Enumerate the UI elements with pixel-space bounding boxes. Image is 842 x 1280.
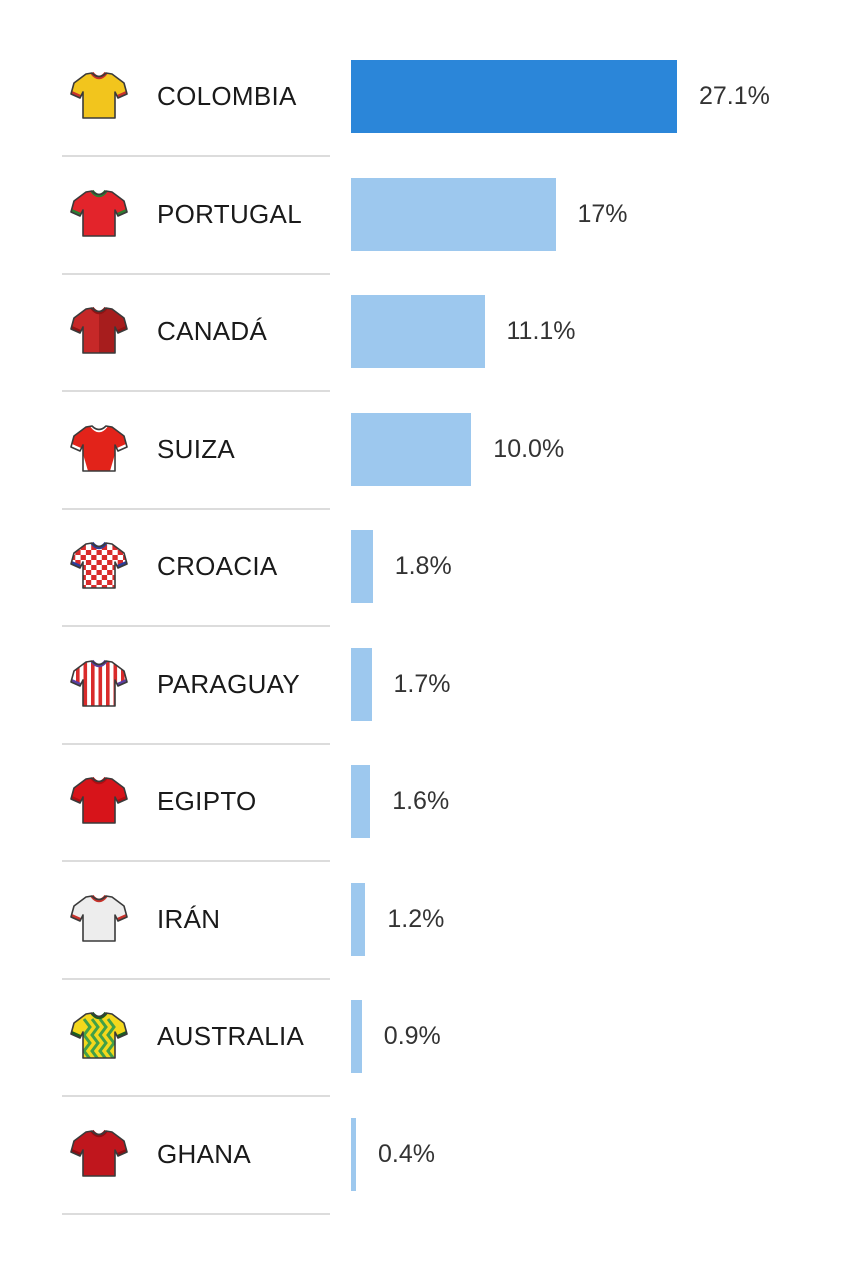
chart-row: EGIPTO 1.6% [0, 743, 842, 862]
row-divider [62, 977, 330, 980]
bar-portugal [351, 177, 556, 251]
bar-australia [351, 1000, 362, 1073]
chart-row: CANADÁ 11.1% [0, 273, 842, 392]
category-label: CANADÁ [157, 316, 268, 346]
chart-row: CROACIA 1.8% [0, 508, 842, 627]
row-divider [62, 625, 330, 627]
jersey-egipto-icon [70, 776, 128, 826]
category-label: COLOMBIA [157, 81, 297, 111]
data-label: 10.0% [493, 434, 565, 463]
category-label: PARAGUAY [157, 668, 301, 699]
row-divider [62, 1095, 330, 1097]
bar-croacia [351, 530, 373, 603]
bar-egipto [351, 765, 371, 838]
chart-row: SUIZA 10.0% [0, 391, 842, 510]
category-label: IRÁN [157, 903, 221, 934]
category-label: AUSTRALIA [157, 1021, 305, 1051]
category-label: SUIZA [157, 433, 236, 464]
data-label: 0.4% [378, 1139, 435, 1168]
chart-row: PARAGUAY 1.7% [0, 626, 842, 745]
row-divider [62, 1212, 330, 1215]
data-label: 17% [577, 199, 628, 228]
bar-canadá [351, 295, 485, 368]
data-label: 1.8% [394, 552, 452, 580]
category-label: GHANA [157, 1138, 251, 1169]
row-divider [62, 860, 330, 862]
bar-suiza [351, 412, 472, 486]
jersey-ghana-icon [70, 1129, 128, 1179]
data-label: 27.1% [699, 82, 770, 110]
bar-colombia [351, 60, 677, 133]
row-divider [62, 155, 330, 157]
bar-irán [351, 882, 366, 956]
chart-row: PORTUGAL 17% [0, 156, 842, 275]
chart-row: AUSTRALIA 0.9% [0, 978, 842, 1097]
row-divider [62, 742, 330, 745]
row-divider [62, 507, 330, 510]
bar-paraguay [351, 647, 372, 721]
jersey-canada-icon [70, 306, 128, 356]
jersey-paraguay-icon [70, 659, 128, 709]
bar-ghana [351, 1117, 356, 1191]
data-label: 0.9% [383, 1022, 441, 1050]
jersey-colombia-icon [70, 71, 128, 121]
data-label: 11.1% [506, 317, 576, 345]
chart-row: GHANA 0.4% [0, 1096, 842, 1215]
jersey-australia-icon [70, 1011, 128, 1061]
chart-row: IRÁN 1.2% [0, 861, 842, 980]
category-label: EGIPTO [157, 786, 257, 816]
jersey-suiza-icon [70, 424, 128, 474]
data-label: 1.7% [393, 669, 451, 698]
jersey-croacia-icon [70, 541, 128, 591]
row-divider [62, 390, 330, 392]
category-label: PORTUGAL [157, 198, 302, 229]
row-divider [62, 272, 330, 275]
jersey-portugal-icon [70, 189, 128, 239]
jersey-iran-icon [70, 894, 128, 944]
category-label: CROACIA [157, 551, 278, 581]
data-label: 1.6% [392, 787, 450, 815]
chart-row: COLOMBIA 27.1% [0, 38, 842, 157]
data-label: 1.2% [387, 904, 445, 933]
